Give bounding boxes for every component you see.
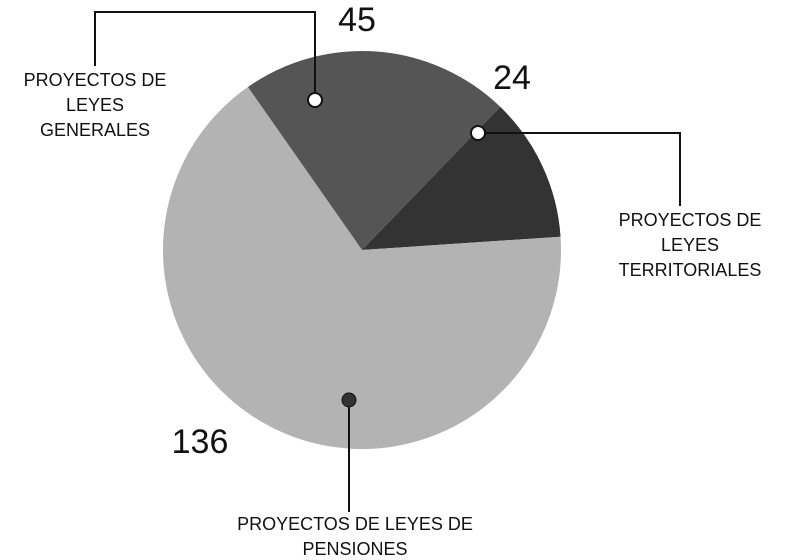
leader-line: [478, 132, 681, 206]
pie-slice: [362, 106, 561, 250]
category-label: PROYECTOS DE LEYES GENERALES: [23, 70, 167, 140]
category-label: PROYECTOS DE LEYES DE PENSIONES: [237, 514, 473, 559]
value-label: 136: [172, 423, 229, 461]
value-label: 45: [338, 1, 376, 39]
marker: [341, 392, 357, 408]
value-label: 24: [493, 59, 531, 97]
category-label: PROYECTOS DE LEYES TERRITORIALES: [618, 210, 762, 280]
leader-line: [94, 11, 316, 100]
marker: [307, 92, 323, 108]
pie-slice: [162, 86, 561, 449]
marker: [470, 125, 486, 141]
